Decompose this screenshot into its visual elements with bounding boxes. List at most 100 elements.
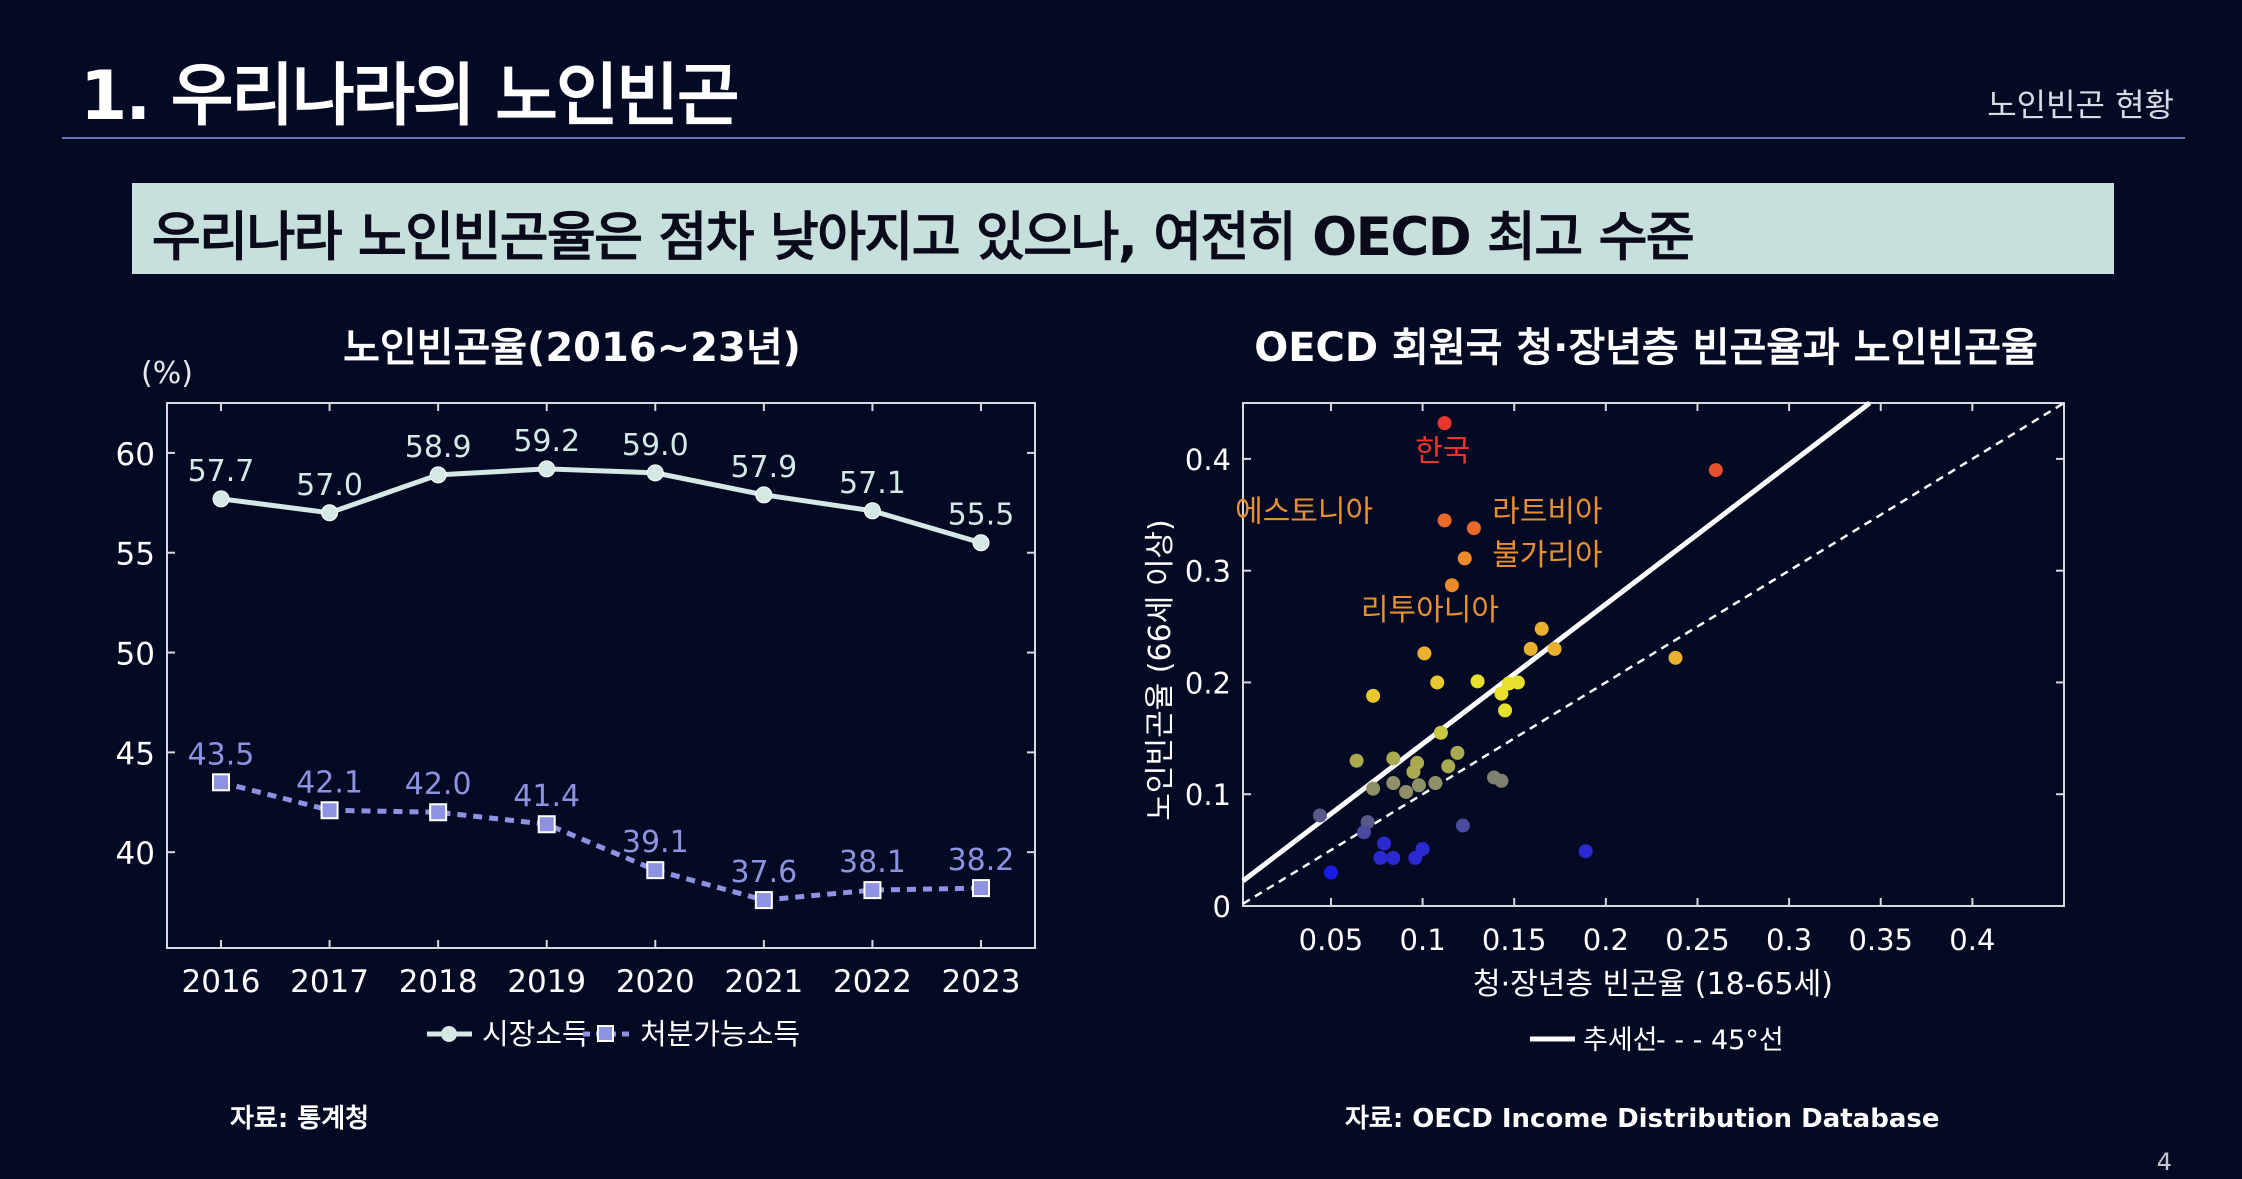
x-tick-label: 2022: [833, 964, 912, 1000]
right-chart-y-label: 노인빈곤율 (66세 이상): [1143, 519, 1178, 820]
data-point-marker: [537, 815, 556, 834]
y-tick-label: 45: [116, 736, 155, 772]
scatter-point: [1386, 776, 1401, 791]
right-chart-points: [1312, 416, 1723, 880]
slide-title: 1. 우리나라의 노인빈곤: [80, 57, 740, 136]
scatter-point: [1494, 686, 1509, 701]
scatter-point: [1417, 646, 1432, 661]
y-tick-label: 0.2: [1185, 666, 1231, 700]
left-chart-y-unit: (%): [141, 356, 193, 391]
scatter-point: [1444, 578, 1459, 593]
data-label: 38.1: [839, 845, 906, 880]
data-label: 57.9: [730, 450, 797, 485]
scatter-point: [1578, 844, 1593, 859]
x-tick-label: 0.4: [1949, 923, 1995, 957]
data-label: 41.4: [513, 779, 580, 814]
data-point-marker: [429, 466, 447, 484]
x-tick-label: 0.2: [1583, 923, 1629, 957]
scatter-point: [1455, 818, 1470, 833]
y-tick-label: 0.3: [1185, 555, 1231, 589]
data-label: 57.0: [296, 468, 363, 503]
x-tick-label: 2017: [290, 964, 369, 1000]
scatter-point: [1433, 725, 1448, 740]
data-point-marker: [321, 504, 339, 522]
country-label: 불가리아: [1492, 538, 1602, 573]
title-divider: [62, 137, 2185, 139]
reference-45deg-line: [1242, 401, 2065, 905]
data-point-marker: [755, 486, 773, 504]
scatter-point: [1373, 850, 1388, 865]
headline-text: 우리나라 노인빈곤율은 점차 낮아지고 있으나, 여전히 OECD 최고 수준: [152, 207, 1695, 268]
legend-trend-label: 추세선: [1583, 1025, 1658, 1056]
series-line-market-income: [220, 466, 982, 546]
y-tick-label: 0.4: [1185, 443, 1231, 477]
x-tick-label: 2021: [724, 964, 803, 1000]
scatter-point: [1498, 703, 1513, 718]
scatter-point: [1510, 675, 1525, 690]
data-label: 57.1: [839, 466, 906, 501]
x-tick-label: 0.1: [1400, 923, 1446, 957]
country-label: 한국: [1415, 434, 1470, 469]
poverty-rate-line-chart: 노인빈곤율(2016~23년) (%) 60 55 50 45 40 2016 2017 20…: [116, 325, 1036, 1051]
x-tick-label: 2023: [942, 964, 1021, 1000]
scatter-point: [1386, 751, 1401, 766]
x-tick-label: 0.3: [1766, 923, 1812, 957]
scatter-point: [1406, 764, 1421, 779]
scatter-point: [1437, 513, 1452, 528]
x-tick-label: 0.25: [1665, 923, 1730, 957]
left-source-note: 자료: 통계청: [230, 1104, 370, 1134]
x-tick-label: 2019: [507, 964, 586, 1000]
country-label: 에스토니아: [1235, 494, 1373, 529]
data-label: 55.5: [948, 498, 1015, 533]
left-chart-title: 노인빈곤율(2016~23년): [343, 325, 801, 371]
legend-market-label: 시장소득: [482, 1017, 589, 1051]
scatter-point: [1312, 808, 1327, 823]
scatter-point: [1523, 641, 1538, 656]
data-label: 37.6: [730, 855, 797, 890]
scatter-point: [1437, 416, 1452, 431]
scatter-point: [1441, 759, 1456, 774]
data-point-marker: [429, 803, 448, 822]
legend-disposable-label: 처분가능소득: [640, 1017, 800, 1051]
scatter-point: [1428, 776, 1443, 791]
left-chart-frame: [166, 402, 1036, 949]
scatter-point: [1470, 674, 1485, 689]
data-point-marker: [320, 801, 339, 820]
data-point-marker: [212, 490, 230, 508]
right-chart-lines: [1241, 401, 2065, 905]
x-tick-label: 0.35: [1848, 923, 1913, 957]
oecd-scatter-chart: OECD 회원국 청·장년층 빈곤율과 노인빈곤율 0.05 0.1 0.15 0.2…: [1143, 325, 2065, 1056]
right-chart-legend: 추세선 - - - 45°선: [1530, 1025, 1784, 1056]
data-label: 42.1: [296, 765, 363, 800]
left-chart-axes: 60 55 50 45 40 2016 2017 2018 2019 2020 2021 2022 20…: [116, 403, 1035, 1000]
data-label: 38.2: [948, 843, 1015, 878]
trend-line: [1241, 401, 1872, 883]
scatter-point: [1547, 641, 1562, 656]
y-tick-label: 50: [116, 637, 155, 673]
scatter-point: [1366, 781, 1381, 796]
data-point-marker: [646, 464, 664, 482]
series-line-disposable-income: [220, 779, 982, 903]
scatter-point: [1457, 551, 1472, 566]
scatter-point: [1366, 688, 1381, 703]
data-point-marker: [212, 773, 230, 792]
scatter-point: [1399, 784, 1414, 799]
data-point-marker: [646, 861, 665, 880]
scatter-point: [1377, 836, 1392, 851]
data-point-marker: [972, 879, 990, 898]
y-tick-label: 55: [116, 537, 155, 573]
y-tick-label: 0: [1213, 890, 1231, 924]
data-label: 42.0: [405, 767, 472, 802]
legend-market-marker: [441, 1026, 457, 1042]
data-label: 57.7: [188, 454, 255, 489]
data-point-marker: [863, 881, 882, 900]
scatter-point: [1430, 675, 1445, 690]
scatter-point: [1494, 773, 1509, 788]
scatter-point: [1415, 841, 1430, 856]
x-tick-label: 2020: [616, 964, 695, 1000]
legend-disposable-marker: [597, 1025, 614, 1042]
country-label: 리투아니아: [1361, 593, 1499, 628]
scatter-point: [1534, 621, 1549, 636]
